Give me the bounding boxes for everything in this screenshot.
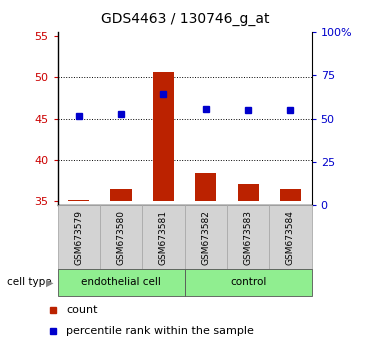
Bar <box>280 189 301 201</box>
Bar <box>269 205 312 269</box>
Text: GDS4463 / 130746_g_at: GDS4463 / 130746_g_at <box>101 12 270 27</box>
Bar <box>227 205 269 269</box>
Text: count: count <box>66 305 98 315</box>
Bar <box>185 205 227 269</box>
Text: endothelial cell: endothelial cell <box>81 277 161 287</box>
Text: percentile rank within the sample: percentile rank within the sample <box>66 326 254 336</box>
Text: cell type: cell type <box>7 277 52 287</box>
Text: GSM673579: GSM673579 <box>74 210 83 265</box>
Text: GSM673582: GSM673582 <box>201 210 210 265</box>
Bar <box>185 269 312 296</box>
Bar <box>58 205 100 269</box>
Bar <box>111 189 132 201</box>
Text: GSM673584: GSM673584 <box>286 210 295 265</box>
Text: GSM673583: GSM673583 <box>244 210 253 265</box>
Bar <box>153 72 174 201</box>
Bar <box>100 205 142 269</box>
Bar <box>142 205 185 269</box>
Bar <box>58 269 185 296</box>
Bar <box>195 173 216 201</box>
Text: control: control <box>230 277 266 287</box>
Bar <box>68 200 89 201</box>
Text: ▶: ▶ <box>46 277 54 287</box>
Text: GSM673581: GSM673581 <box>159 210 168 265</box>
Bar <box>237 184 259 201</box>
Text: GSM673580: GSM673580 <box>116 210 125 265</box>
